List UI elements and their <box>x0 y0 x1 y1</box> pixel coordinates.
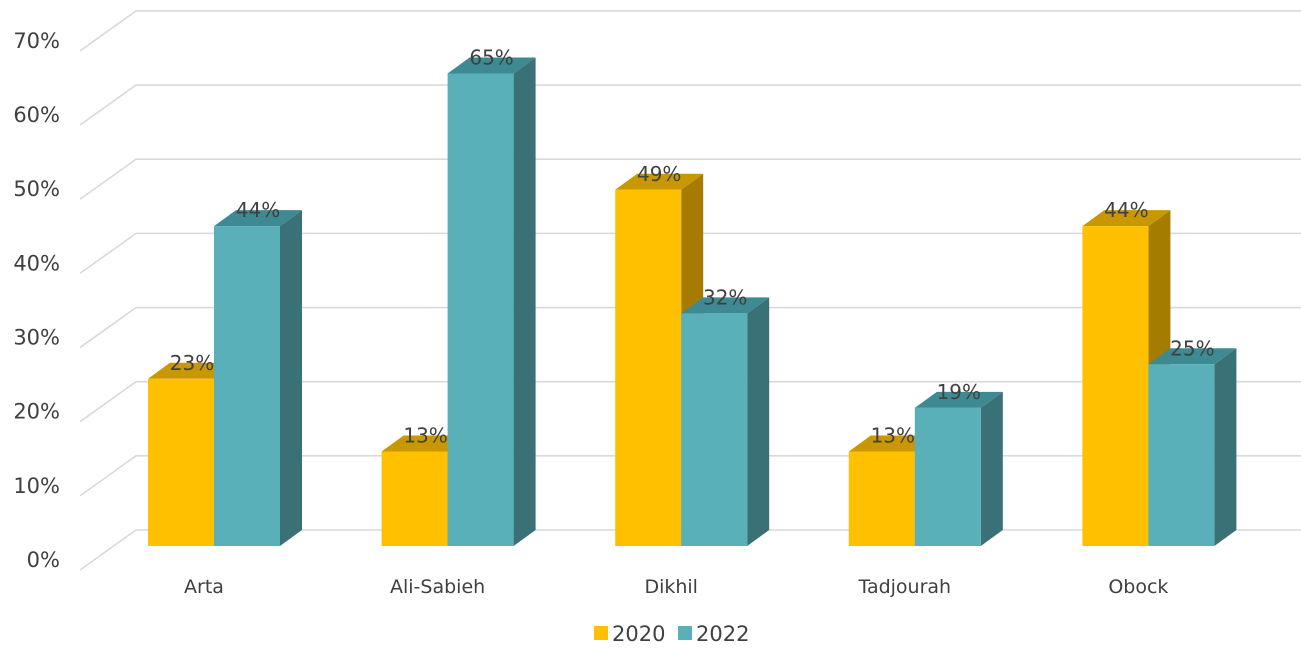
category-label: Tadjourah <box>857 576 951 598</box>
data-label: 13% <box>403 423 447 447</box>
legend-item-2022: 2022 <box>678 622 749 646</box>
y-tick-label: 30% <box>13 326 60 350</box>
bars <box>148 57 1237 546</box>
legend-label: 2020 <box>612 622 665 646</box>
y-tick-label: 40% <box>13 251 60 275</box>
bar-front <box>214 226 280 546</box>
bar-front <box>681 313 748 546</box>
y-tick-label: 20% <box>13 400 60 424</box>
bar-top <box>615 173 704 190</box>
legend-label: 2022 <box>696 622 749 646</box>
bar-side <box>280 210 302 546</box>
bar-front <box>381 451 448 546</box>
data-label: 19% <box>937 380 981 404</box>
y-tick-label: 60% <box>13 103 60 127</box>
bar-top <box>681 297 770 314</box>
category-label: Ali-Sabieh <box>390 576 485 598</box>
bar-front <box>615 189 682 546</box>
data-label: 23% <box>170 351 214 375</box>
bar-front <box>914 407 981 546</box>
category-label: Arta <box>184 576 224 598</box>
gridline <box>79 158 1301 200</box>
gridline <box>79 10 1301 52</box>
bar-top <box>447 57 536 74</box>
data-labels: 23% 44% 13% 65% 49% 32% 13% 19% 44% 25% <box>170 45 1215 447</box>
y-axis: 0% 10% 20% 30% 40% 50% 60% 70% <box>13 29 60 572</box>
bar-top <box>214 210 302 227</box>
gridline <box>79 84 1301 126</box>
bar-2022-Obock <box>1148 348 1237 546</box>
category-label: Dikhil <box>644 576 698 598</box>
bar-front <box>1082 226 1149 546</box>
bar-side <box>747 297 770 546</box>
legend: 2020 2022 <box>594 622 749 646</box>
y-tick-label: 10% <box>13 474 60 498</box>
bar-side <box>513 57 536 546</box>
y-tick-label: 50% <box>13 177 60 201</box>
legend-swatch <box>678 626 692 640</box>
data-label: 65% <box>469 45 513 69</box>
data-label: 13% <box>871 423 915 447</box>
gridline <box>79 232 1301 275</box>
y-tick-label: 0% <box>27 548 60 572</box>
category-label: Obock <box>1108 576 1168 598</box>
bar-front <box>148 378 214 546</box>
bar-front <box>1148 364 1215 546</box>
data-label: 44% <box>236 198 280 222</box>
data-label: 49% <box>637 162 681 186</box>
gridline <box>79 306 1301 349</box>
legend-item-2020: 2020 <box>594 622 665 646</box>
bar-top <box>914 391 1003 408</box>
bar-2022-Arta <box>214 210 302 546</box>
bar-side <box>1214 348 1237 546</box>
x-axis: Arta Ali-Sabieh Dikhil Tadjourah Obock <box>184 576 1168 598</box>
bar-2022-Dikhil <box>681 297 770 546</box>
bar-2022-Ali-Sabieh <box>447 57 536 546</box>
bar-2022-Tadjourah <box>914 391 1003 546</box>
bar-top <box>1148 348 1237 365</box>
gridline <box>79 380 1301 423</box>
bar-side <box>980 391 1003 546</box>
data-label: 44% <box>1104 198 1148 222</box>
legend-swatch <box>594 626 608 640</box>
data-label: 25% <box>1170 336 1214 360</box>
bar-top <box>1082 210 1171 227</box>
gridlines <box>79 10 1301 571</box>
bar-front <box>848 451 915 546</box>
y-tick-label: 70% <box>13 29 60 53</box>
data-label: 32% <box>703 285 747 309</box>
bar-front <box>447 73 514 546</box>
